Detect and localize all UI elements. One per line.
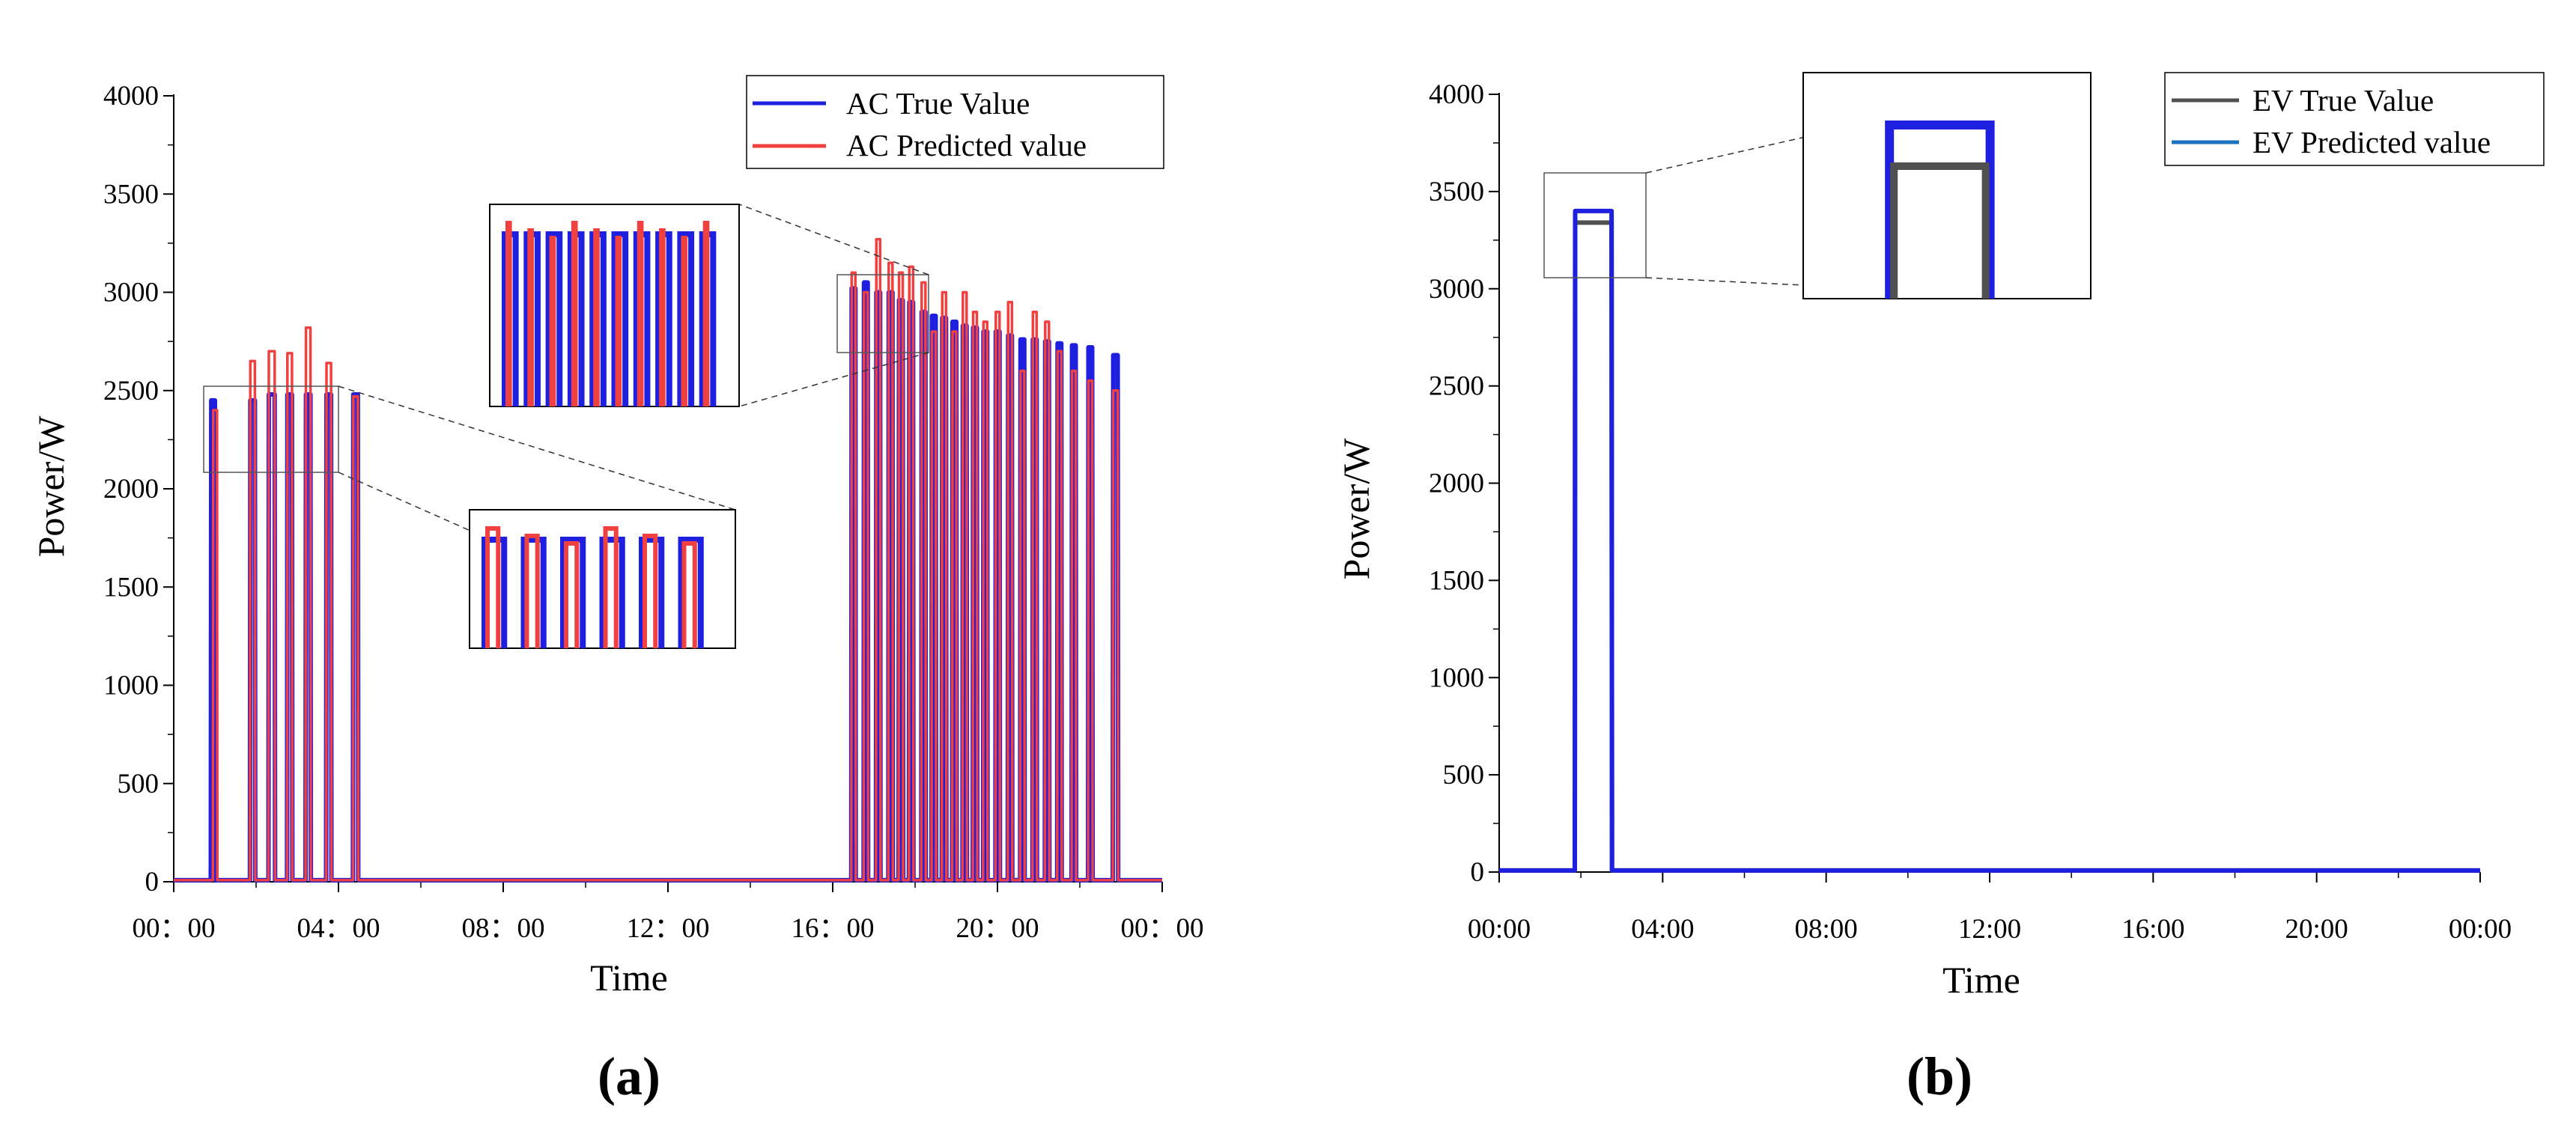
inset-true-line-b [1885,121,1995,299]
inset-pred-line-a [643,534,658,648]
inset-pred-line-a [593,228,600,406]
inset-pred-line-a [637,221,644,406]
x-tick-label-a: 00：00 [1121,913,1204,944]
panel-caption-a: (a) [598,1046,660,1106]
inset-box-b-1 [1802,72,2092,299]
x-tick-label-b: 00:00 [2449,914,2512,945]
legend-label-ac-true: AC True Value [846,86,1030,121]
y-tick-label-b: 0 [1471,857,1485,888]
zoom-region-a-2 [836,274,929,353]
x-tick-label-b: 16:00 [2121,914,2184,945]
inset-true-line-a [482,537,508,648]
inset-pred-line-a [702,221,710,406]
zoom-connector-a-2 [738,204,929,275]
x-tick-label-b: 00:00 [1468,914,1531,945]
y-tick-label-a: 3500 [103,179,159,210]
y-tick-label-a: 0 [145,867,160,897]
inset-true-line-a [678,537,704,648]
y-tick-label-b: 1000 [1429,662,1484,693]
chart-panel-a: Time Power/W (a) 0 500 1000 1500 2000 2500 300… [30,75,1204,1106]
y-tick-label-a: 1000 [103,671,159,701]
y-tick-label-a: 4000 [103,81,159,112]
zoom-connector-a-2 [738,352,929,407]
y-tick-label-b: 3000 [1429,274,1484,305]
inset-pred-line-a [571,221,578,406]
x-tick-label-a: 12：00 [627,913,710,944]
y-axis-label-a: Power/W [30,415,72,558]
x-tick-label-a: 08：00 [462,913,545,944]
inset-pred-line-a [681,236,688,406]
x-axis-label-a: Time [590,957,668,999]
y-tick-label-a: 500 [118,769,160,799]
inset-pred-line-a [564,541,580,648]
panel-caption-b: (b) [1907,1046,1972,1106]
series-line-b-2 [1499,208,2480,873]
y-tick-label-a: 2000 [103,474,159,505]
x-tick-label-b: 12:00 [1958,914,2021,945]
inset-pred-line-a [615,236,622,406]
inset-true-line-a [611,231,629,406]
series-line-b-1 [1499,220,2480,873]
inset-true-line-a [677,231,695,406]
inset-pred-line-a [524,534,540,648]
x-tick-label-a: 16：00 [792,913,875,944]
x-tick-label-b: 20:00 [2285,914,2348,945]
zoom-region-b-1 [1543,172,1647,278]
y-axis-label-b: Power/W [1335,438,1377,580]
chart-panel-b: Time Power/W (b) 0 500 1000 1500 2000 2500 300… [1335,72,2545,1106]
inset-true-line-a [520,537,547,648]
y-tick-label-b: 4000 [1429,79,1484,110]
inset-pred-line-a [659,228,666,406]
zoom-region-a-1 [203,385,339,473]
inset-pred-line-a [681,541,697,648]
x-tick-label-a: 04：00 [297,913,380,944]
zoom-connector-a-1 [338,385,736,510]
inset-pred-line-a [603,526,619,648]
series-line-a-2 [174,237,1162,882]
legend-box-b [2164,72,2545,166]
inset-true-line-a [560,537,586,648]
y-tick-label-a: 3000 [103,278,159,308]
x-tick-label-a: 00：00 [133,913,216,944]
inset-pred-line-b [1890,162,1990,299]
x-tick-label-b: 08:00 [1795,914,1858,945]
x-tick-label-b: 04:00 [1631,914,1694,945]
y-tick-label-b: 3500 [1429,177,1484,207]
y-tick-label-b: 500 [1443,760,1485,790]
legend-label-ac-pred: AC Predicted value [846,128,1087,162]
inset-true-line-a [545,231,563,406]
y-tick-label-b: 2000 [1429,469,1484,499]
inset-true-line-a [639,537,665,648]
y-tick-label-a: 2500 [103,376,159,406]
y-tick-label-b: 1500 [1429,565,1484,596]
y-tick-label-a: 1500 [103,572,159,603]
inset-pred-line-a [485,526,501,648]
legend-box-a [746,75,1164,169]
inset-pred-line-a [505,221,512,406]
y-tick-label-b: 2500 [1429,371,1484,402]
inset-pred-line-a [549,236,556,406]
inset-true-line-a [599,537,625,648]
legend-label-ev-pred: EV Predicted value [2253,125,2491,159]
x-tick-label-a: 20：00 [956,913,1039,944]
x-axis-label-b: Time [1942,959,2020,1001]
inset-pred-line-a [527,228,534,406]
legend-label-ev-true: EV True Value [2253,83,2434,118]
